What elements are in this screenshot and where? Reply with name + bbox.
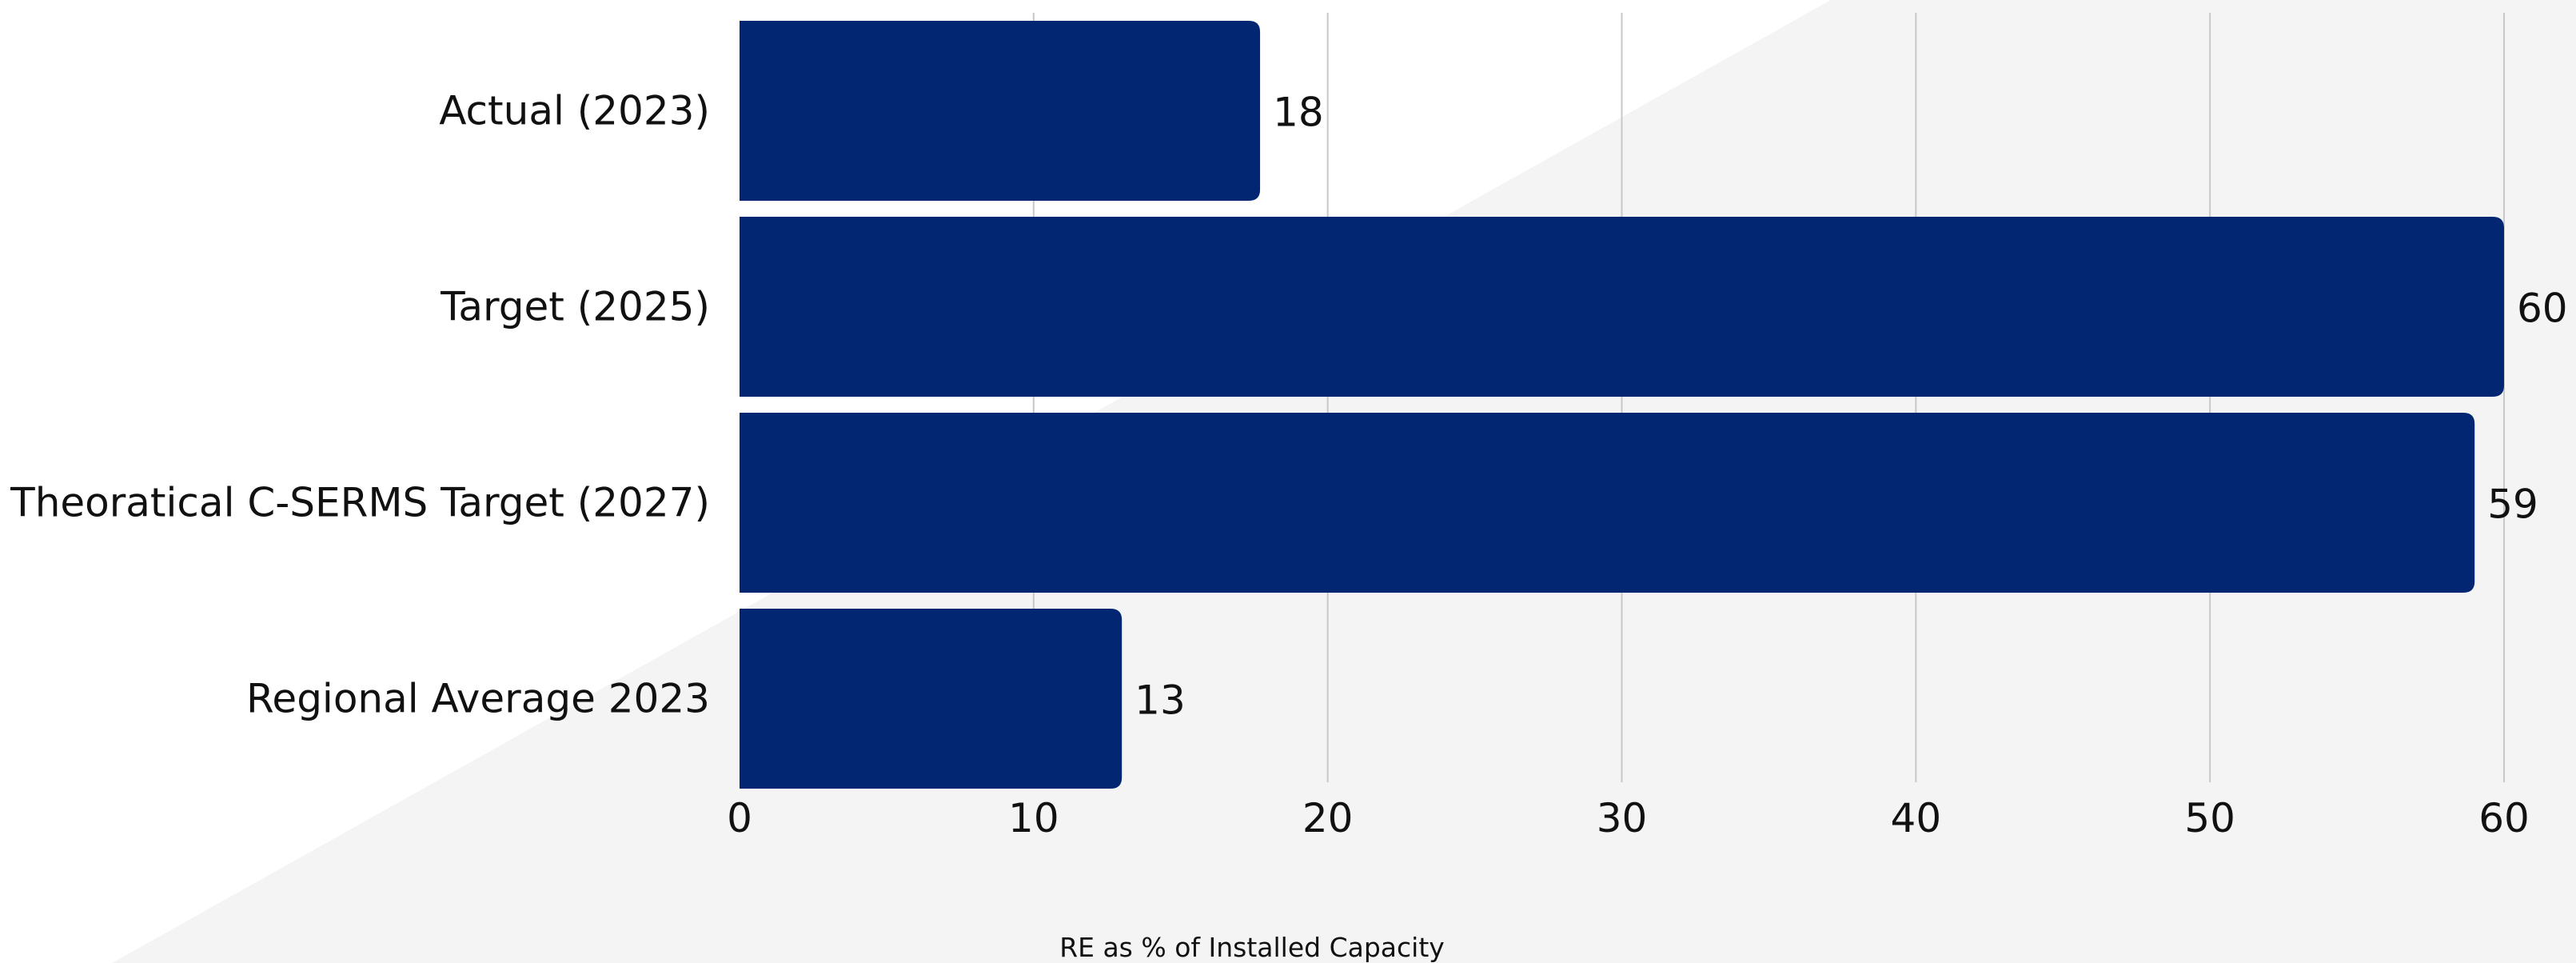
x-tick-label: 10 — [1008, 795, 1059, 841]
x-tick-label: 60 — [2478, 795, 2530, 841]
data-labels: 18 60 59 13 — [1134, 90, 2567, 724]
category-label: Target (2025) — [440, 284, 710, 330]
data-label: 18 — [1273, 90, 1324, 136]
bar — [740, 609, 1123, 789]
y-axis-categories: Actual (2023) Target (2025) Theoratical C-… — [10, 88, 710, 722]
bar — [740, 21, 1261, 201]
data-label: 13 — [1134, 677, 1186, 724]
x-tick-label: 30 — [1597, 795, 1648, 841]
bars — [740, 21, 2504, 789]
bar — [740, 413, 2475, 593]
category-label: Theoratical C-SERMS Target (2027) — [10, 480, 710, 526]
x-tick-label: 50 — [2184, 795, 2235, 841]
x-axis-ticks: 0 10 20 30 40 50 60 — [727, 795, 2530, 841]
category-label: Regional Average 2023 — [246, 676, 710, 722]
data-label: 59 — [2487, 482, 2538, 528]
x-tick-label: 40 — [1891, 795, 1942, 841]
category-label: Actual (2023) — [439, 88, 710, 134]
data-label: 60 — [2517, 286, 2568, 332]
x-axis-title: RE as % of Installed Capacity — [1059, 932, 1445, 963]
x-tick-label: 20 — [1302, 795, 1354, 841]
bar — [740, 217, 2504, 397]
x-tick-label: 0 — [727, 795, 752, 841]
